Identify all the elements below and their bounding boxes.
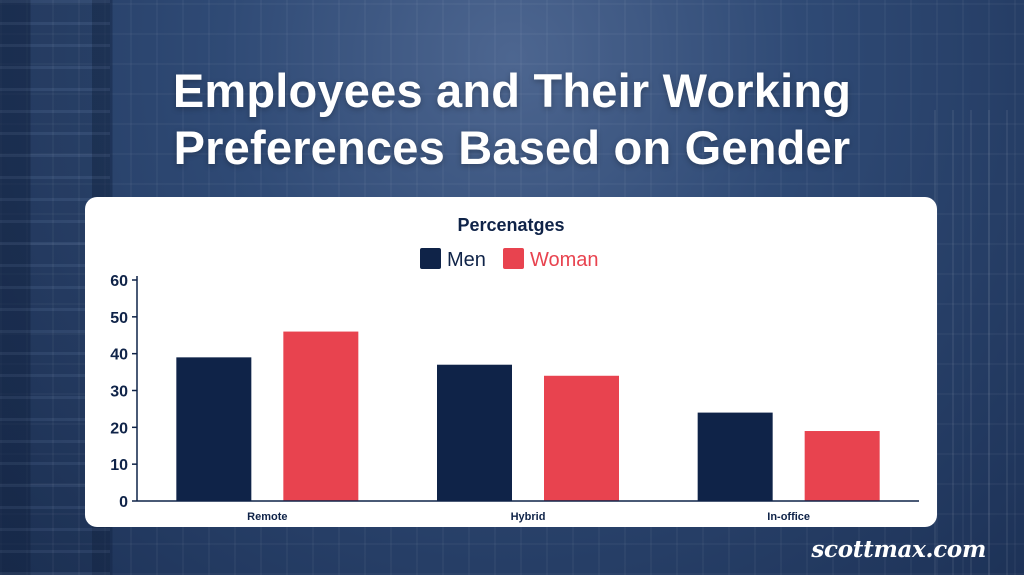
bar-hybrid-woman (544, 375, 619, 501)
chart-legend: Men Woman (420, 248, 599, 271)
bar-in-office-men (697, 412, 773, 501)
chart-card: Percenatges Men Woman 0 10 20 30 40 50 60 Remot… (85, 197, 937, 527)
legend-swatch-men (420, 248, 441, 269)
bar-remote-woman (283, 331, 359, 501)
y-tick-label: 0 (119, 494, 128, 511)
y-tick-label: 60 (110, 273, 128, 290)
page-title-line-1: Employees and Their Working (172, 64, 852, 117)
y-tick-label: 10 (110, 457, 128, 474)
y-tick-label: 50 (110, 310, 128, 327)
x-tick-label: In-office (767, 511, 810, 523)
x-tick-label: Hybrid (511, 511, 546, 523)
x-axis: Remote Hybrid In-office (137, 500, 919, 523)
bar-remote-men (176, 357, 252, 501)
bar-in-office-woman (804, 431, 880, 501)
bar-chart: Percenatges Men Woman 0 10 20 30 40 50 60 Remot… (110, 215, 919, 523)
bar-hybrid-men (437, 364, 512, 501)
y-tick-label: 40 (110, 347, 128, 364)
y-tick-label: 30 (110, 384, 128, 401)
x-tick-label: Remote (247, 511, 287, 523)
y-tick-label: 20 (110, 420, 128, 437)
y-axis: 0 10 20 30 40 50 60 (110, 273, 138, 511)
chart-bars (176, 331, 880, 501)
background-building-right (934, 110, 1024, 575)
legend-label-men: Men (447, 249, 486, 271)
page-title: Employees and Their Working Preferences … (0, 62, 1024, 176)
watermark-text: scottmax.com (811, 536, 986, 563)
page-title-line-2: Preferences Based on Gender (173, 121, 851, 174)
legend-label-woman: Woman (530, 249, 599, 271)
legend-swatch-woman (503, 248, 524, 269)
chart-title: Percenatges (457, 215, 564, 235)
